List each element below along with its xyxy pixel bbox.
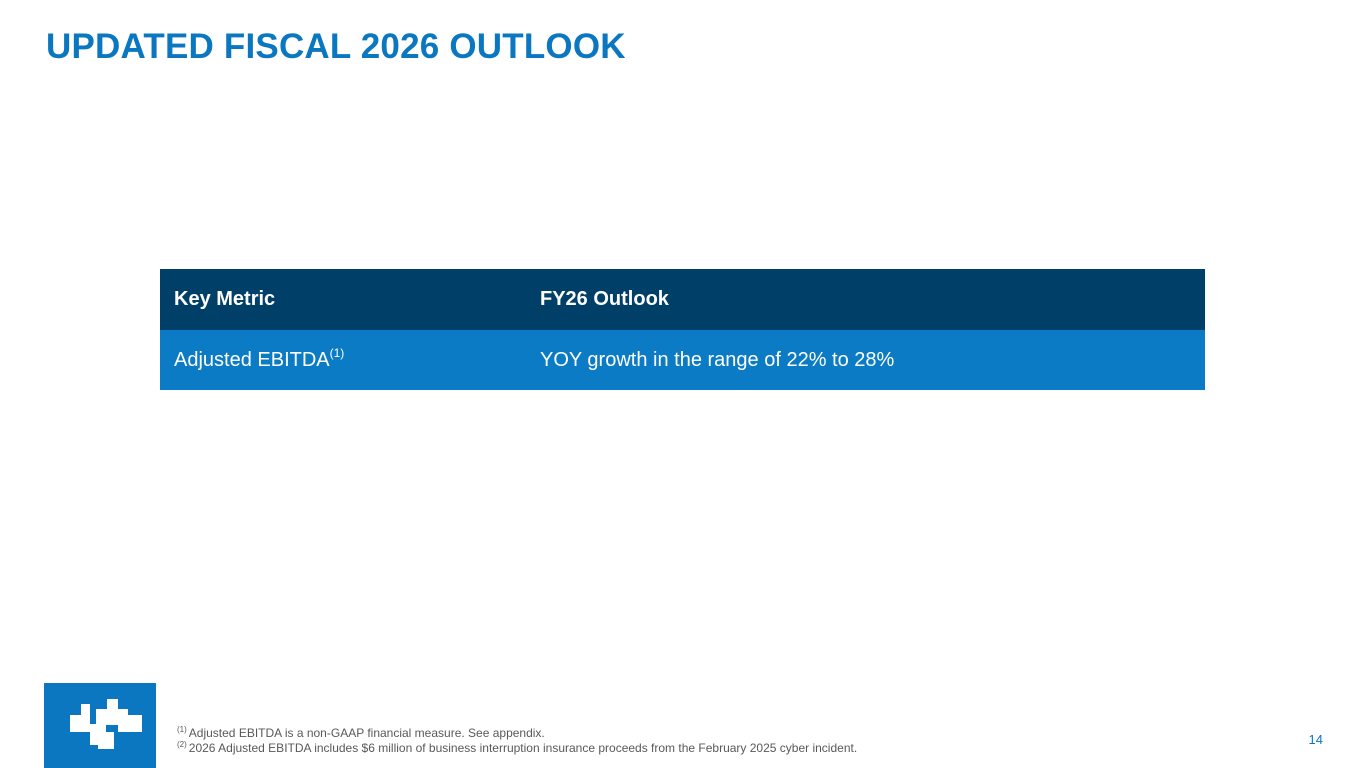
page-number: 14 [1308, 732, 1323, 747]
header-key-metric: Key Metric [160, 269, 526, 330]
company-logo [44, 683, 156, 768]
cell-outlook: YOY growth in the range of 22% to 28% [526, 330, 1205, 390]
footnote-1: (1) Adjusted EBITDA is a non-GAAP financi… [177, 726, 857, 741]
footnote-2-marker: (2) [177, 740, 187, 749]
table-header-row: Key Metric FY26 Outlook [160, 269, 1205, 330]
footnote-1-text: Adjusted EBITDA is a non-GAAP financial … [188, 726, 545, 740]
footnotes: (1) Adjusted EBITDA is a non-GAAP financi… [177, 726, 857, 756]
metric-footnote-marker: (1) [329, 345, 345, 360]
company-logo-icon [70, 699, 142, 749]
table-row: Adjusted EBITDA(1) YOY growth in the ran… [160, 330, 1205, 390]
footnote-2-text: 2026 Adjusted EBITDA includes $6 million… [188, 741, 858, 755]
outlook-table: Key Metric FY26 Outlook Adjusted EBITDA(… [160, 269, 1205, 390]
header-fy26-outlook: FY26 Outlook [526, 269, 1205, 330]
footnote-2: (2) 2026 Adjusted EBITDA includes $6 mill… [177, 741, 857, 756]
slide-title: UPDATED FISCAL 2026 OUTLOOK [46, 27, 626, 66]
metric-label: Adjusted EBITDA [174, 348, 330, 371]
footnote-1-marker: (1) [177, 725, 187, 734]
cell-metric: Adjusted EBITDA(1) [160, 330, 526, 390]
